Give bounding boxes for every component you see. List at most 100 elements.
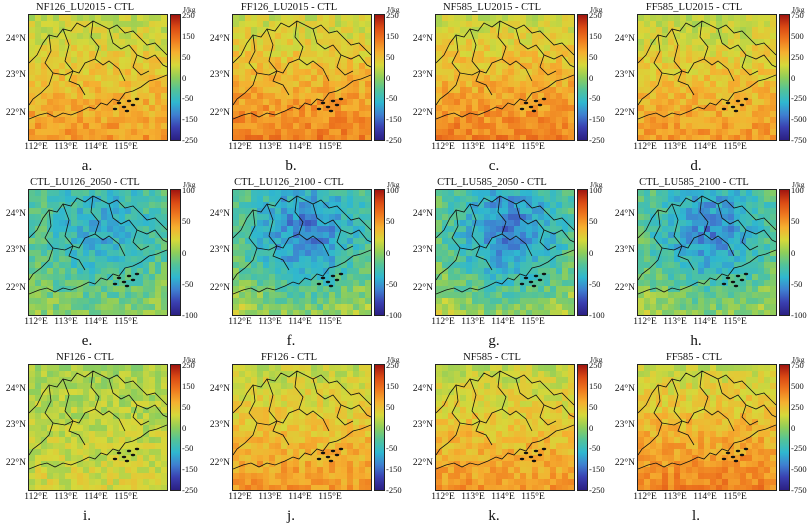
longitude-label: 115°E bbox=[521, 317, 545, 327]
map-field bbox=[435, 14, 575, 141]
colorbar-tick-label: 250 bbox=[791, 401, 804, 412]
colorbar-tick-label: -150 bbox=[589, 464, 605, 475]
colorbar-tick-label: 100 bbox=[386, 185, 399, 195]
colorbar bbox=[170, 14, 181, 141]
map-field bbox=[637, 189, 777, 316]
map-panel: CTL_LU585_2050 - CTL 24°N 23°N 22°N 112°E 113… bbox=[407, 175, 607, 351]
longitude-label: 112°E bbox=[633, 492, 657, 502]
longitude-label: 114°E bbox=[693, 317, 717, 327]
colorbar-tick-label: 250 bbox=[589, 10, 602, 20]
colorbar-unit: J/kg bbox=[792, 180, 805, 189]
latitude-label: 24°N bbox=[614, 34, 635, 44]
longitude-label: 112°E bbox=[633, 142, 657, 152]
colorbar-tick-label: 0 bbox=[589, 422, 594, 433]
colorbar-tick-label: 750 bbox=[791, 360, 804, 370]
latitude-label: 22°N bbox=[412, 283, 433, 293]
longitude-label: 114°E bbox=[491, 492, 515, 502]
colorbar-tick-label: 0 bbox=[386, 247, 391, 258]
longitude-label: 113°E bbox=[663, 142, 687, 152]
colorbar-tick-label: 500 bbox=[791, 30, 804, 41]
longitude-label: 113°E bbox=[663, 317, 687, 327]
panel-title: CTL_LU126_2100 - CTL bbox=[234, 177, 344, 188]
longitude-label: 115°E bbox=[723, 492, 747, 502]
colorbar-tick-label: -50 bbox=[386, 443, 398, 454]
longitude-label: 114°E bbox=[693, 142, 717, 152]
latitude-label: 23°N bbox=[412, 245, 433, 255]
colorbar-tick-label: -750 bbox=[791, 485, 807, 495]
latitude-label: 22°N bbox=[412, 458, 433, 468]
latitude-label: 23°N bbox=[5, 420, 26, 430]
panel-title: NF585_LU2015 - CTL bbox=[443, 2, 541, 13]
latitude-label: 22°N bbox=[5, 458, 26, 468]
colorbar-tick-label: -50 bbox=[589, 443, 601, 454]
colorbar-tick-label: -50 bbox=[589, 278, 601, 289]
latitude-label: 24°N bbox=[209, 34, 230, 44]
longitude-label: 115°E bbox=[114, 492, 138, 502]
longitude-label: 112°E bbox=[228, 142, 252, 152]
colorbar-tick-label: 0 bbox=[791, 247, 796, 258]
panel-letter: d. bbox=[690, 158, 702, 174]
map-panel: FF585_LU2015 - CTL 24°N 23°N 22°N 112°E 113°E… bbox=[609, 0, 809, 176]
panel-letter: i. bbox=[83, 508, 91, 524]
latitude-label: 23°N bbox=[5, 245, 26, 255]
longitude-label: 114°E bbox=[491, 142, 515, 152]
map-panel: FF126 - CTL 24°N 23°N 22°N 112°E 113°E 114°E 11… bbox=[204, 350, 404, 526]
colorbar-tick-label: 0 bbox=[791, 422, 796, 433]
colorbar bbox=[577, 14, 588, 141]
colorbar-tick-label: -50 bbox=[386, 93, 398, 104]
longitude-label: 115°E bbox=[318, 142, 342, 152]
longitude-label: 112°E bbox=[431, 317, 455, 327]
colorbar-unit: J/kg bbox=[792, 355, 805, 364]
colorbar-tick-label: 250 bbox=[386, 10, 399, 20]
colorbar-tick-label: 0 bbox=[386, 422, 391, 433]
colorbar-tick-label: -750 bbox=[791, 135, 807, 145]
latitude-label: 22°N bbox=[5, 108, 26, 118]
latitude-label: 22°N bbox=[209, 458, 230, 468]
map-field bbox=[232, 14, 372, 141]
map-panel: NF126_LU2015 - CTL 24°N 23°N 22°N 112°E 113°E… bbox=[0, 0, 200, 176]
colorbar-tick-label: -250 bbox=[791, 93, 807, 104]
longitude-label: 112°E bbox=[24, 317, 48, 327]
colorbar-tick-label: -500 bbox=[791, 464, 807, 475]
colorbar-tick-label: 0 bbox=[182, 422, 187, 433]
longitude-label: 113°E bbox=[54, 142, 78, 152]
latitude-label: 24°N bbox=[5, 384, 26, 394]
longitude-label: 114°E bbox=[84, 142, 108, 152]
colorbar bbox=[779, 364, 790, 491]
colorbar-tick-label: -100 bbox=[386, 310, 402, 320]
latitude-label: 24°N bbox=[209, 209, 230, 219]
longitude-label: 113°E bbox=[54, 492, 78, 502]
longitude-label: 114°E bbox=[288, 317, 312, 327]
longitude-label: 115°E bbox=[318, 492, 342, 502]
longitude-label: 114°E bbox=[693, 492, 717, 502]
colorbar-tick-label: 50 bbox=[386, 401, 395, 412]
latitude-label: 24°N bbox=[5, 34, 26, 44]
colorbar-tick-label: -250 bbox=[182, 485, 198, 495]
colorbar-unit: J/kg bbox=[183, 180, 196, 189]
map-field bbox=[232, 364, 372, 491]
longitude-label: 114°E bbox=[288, 142, 312, 152]
colorbar-tick-label: 150 bbox=[182, 380, 195, 391]
panel-title: CTL_LU585_2100 - CTL bbox=[639, 177, 749, 188]
panel-title: NF126 - CTL bbox=[56, 352, 114, 363]
panel-title: CTL_LU585_2050 - CTL bbox=[437, 177, 547, 188]
longitude-label: 115°E bbox=[521, 492, 545, 502]
latitude-label: 24°N bbox=[412, 209, 433, 219]
panel-letter: b. bbox=[285, 158, 297, 174]
colorbar-tick-label: 50 bbox=[182, 51, 191, 62]
map-panel: CTL_LU585_2100 - CTL 24°N 23°N 22°N 112°E 113… bbox=[609, 175, 809, 351]
colorbar-tick-label: 250 bbox=[182, 10, 195, 20]
longitude-label: 115°E bbox=[723, 142, 747, 152]
colorbar-unit: J/kg bbox=[387, 5, 400, 14]
latitude-label: 24°N bbox=[5, 209, 26, 219]
colorbar-tick-label: 250 bbox=[791, 51, 804, 62]
colorbar-tick-label: -150 bbox=[182, 114, 198, 125]
panel-letter: k. bbox=[488, 508, 500, 524]
colorbar-tick-label: -100 bbox=[791, 310, 807, 320]
colorbar-tick-label: 150 bbox=[386, 380, 399, 391]
colorbar-tick-label: -250 bbox=[589, 485, 605, 495]
colorbar-unit: J/kg bbox=[183, 5, 196, 14]
colorbar-tick-label: 50 bbox=[182, 401, 191, 412]
colorbar-tick-label: -50 bbox=[182, 278, 194, 289]
longitude-label: 112°E bbox=[633, 317, 657, 327]
